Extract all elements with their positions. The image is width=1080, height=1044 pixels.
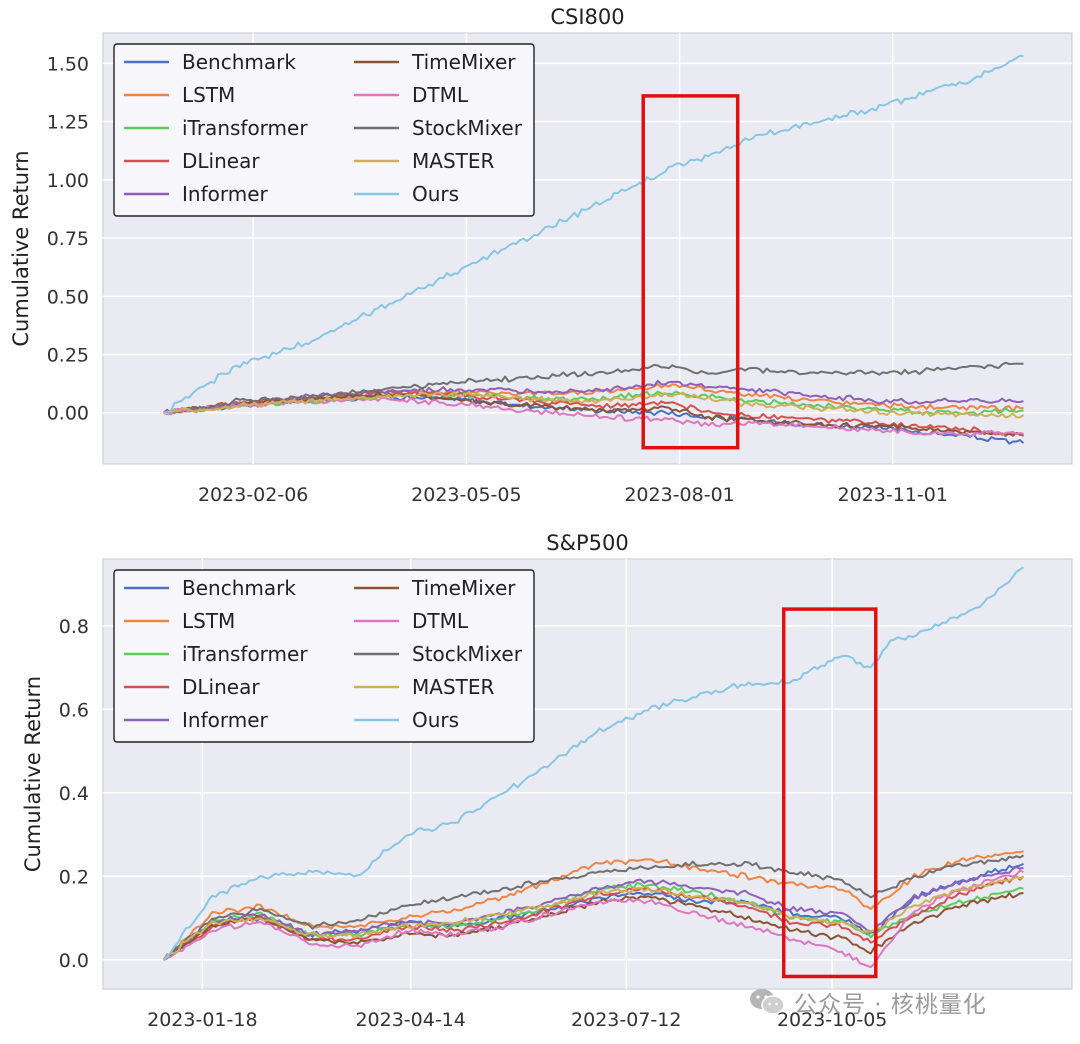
- series-line-stockmixer: [162, 854, 1025, 961]
- x-tick-label: 2023-11-01: [838, 484, 948, 506]
- highlight-box: [641, 94, 740, 450]
- legend-label: Informer: [182, 708, 269, 732]
- legend-label: Ours: [412, 182, 459, 206]
- y-tick-label: 0.25: [47, 345, 89, 367]
- legend-label: DTML: [412, 83, 469, 107]
- legend-label: StockMixer: [412, 642, 523, 666]
- series-line-informer: [162, 866, 1024, 961]
- series-line-dtml: [163, 869, 1024, 968]
- series-group: [162, 54, 1025, 445]
- y-tick-label: 0.2: [59, 866, 89, 888]
- chart-panel-1: 0.00 0.25 0.50 0.75 1.00 1.25 1.50 2023-02-06 20…: [9, 5, 1073, 506]
- x-tick-label: 2023-04-14: [355, 1009, 465, 1031]
- series-line-informer: [163, 379, 1024, 414]
- watermark-text: 公众号 · 核桃量化: [794, 992, 987, 1018]
- series-line-ours: [163, 566, 1025, 961]
- chart-title: S&P500: [546, 531, 628, 555]
- legend-label: Ours: [412, 708, 459, 732]
- legend: Benchmark LSTM iTransformer DLinear Informer…: [113, 569, 535, 743]
- chart-panel-2: 0.0 0.2 0.4 0.6 0.8 2023-01-18 2023-04-14 2023-…: [21, 531, 1073, 1031]
- legend-label: MASTER: [412, 149, 494, 173]
- series-line-master: [163, 391, 1025, 419]
- legend-label: iTransformer: [182, 642, 308, 666]
- legend: Benchmark LSTM iTransformer DLinear Informer…: [113, 43, 535, 217]
- legend-label: LSTM: [182, 609, 235, 633]
- y-tick-label: 0.0: [59, 950, 89, 972]
- y-axis-label: Cumulative Return: [9, 150, 33, 346]
- x-tick-label: 2023-07-12: [571, 1009, 681, 1031]
- legend-label: DLinear: [182, 675, 260, 699]
- legend-label: MASTER: [412, 675, 494, 699]
- chart-title: CSI800: [550, 5, 624, 29]
- series-line-stockmixer: [163, 361, 1024, 414]
- y-tick-label: 1.50: [47, 53, 89, 75]
- y-tick-label: 0.75: [47, 228, 89, 250]
- legend-label: Informer: [182, 182, 269, 206]
- series-line-master: [162, 875, 1025, 961]
- wechat-icon: [750, 989, 785, 1015]
- y-tick-label: 1.00: [47, 170, 89, 192]
- series-group: [162, 566, 1025, 968]
- legend-frame: [113, 569, 535, 743]
- y-tick-label: 1.25: [47, 112, 89, 134]
- legend-label: DLinear: [182, 149, 260, 173]
- y-tick-label: 0.4: [59, 783, 89, 805]
- y-tick-label: 0.6: [59, 699, 89, 721]
- legend-label: TimeMixer: [411, 576, 516, 600]
- x-tick-label: 2023-10-05: [777, 1009, 887, 1031]
- y-tick-label: 0.50: [47, 286, 89, 308]
- series-line-timemixer: [163, 892, 1024, 961]
- watermark: 公众号 · 核桃量化: [748, 982, 987, 1022]
- legend-label: StockMixer: [412, 116, 523, 140]
- legend-label: LSTM: [182, 83, 235, 107]
- y-tick-label: 0.8: [59, 616, 89, 638]
- y-axis-label: Cumulative Return: [21, 676, 45, 872]
- x-tick-label: 2023-02-06: [198, 484, 308, 506]
- x-tick-label: 2023-08-01: [624, 484, 734, 506]
- legend-label: iTransformer: [182, 116, 308, 140]
- series-line-ours: [163, 54, 1024, 415]
- legend-label: Benchmark: [182, 576, 296, 600]
- legend-label: TimeMixer: [411, 50, 516, 74]
- legend-frame: [113, 43, 535, 217]
- x-tick-label: 2023-05-05: [411, 484, 521, 506]
- x-tick-label: 2023-01-18: [147, 1009, 257, 1031]
- legend-label: DTML: [412, 609, 469, 633]
- y-tick-label: 0.00: [47, 403, 89, 425]
- legend-label: Benchmark: [182, 50, 296, 74]
- highlight-box: [781, 607, 878, 979]
